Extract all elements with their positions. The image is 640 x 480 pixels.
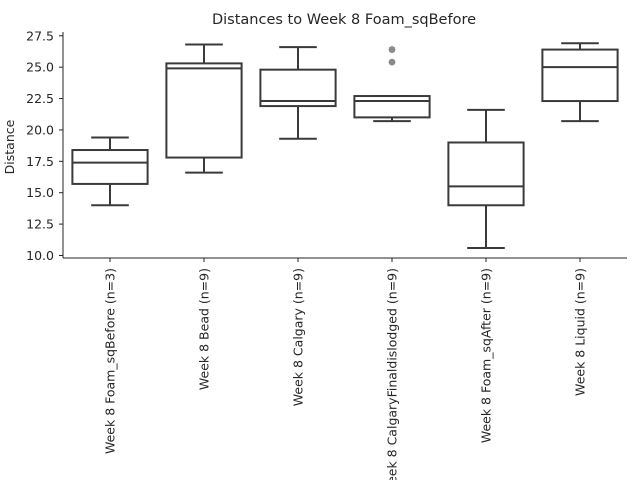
x-tick-label: Week 8 Bead (n=9)	[197, 268, 212, 390]
box-group	[165, 43, 243, 174]
y-axis-label: Distance	[2, 119, 17, 174]
x-tick-label: Week 8 Foam_sqAfter (n=9)	[479, 268, 494, 443]
iqr-box	[259, 68, 337, 108]
y-tick-label: 22.5	[26, 91, 54, 106]
y-tick-label: 15.0	[26, 185, 54, 200]
box-group	[71, 136, 149, 207]
outlier-point	[388, 46, 396, 53]
outlier-point	[388, 58, 396, 66]
box-group	[541, 42, 619, 123]
x-tick-label: Week 8 CalgaryFinaldislodged (n=9)	[385, 268, 400, 480]
boxes-group	[71, 42, 619, 249]
y-tick-label: 20.0	[26, 122, 54, 137]
chart-title: Distances to Week 8 Foam_sqBefore	[212, 12, 476, 28]
y-tick-label: 27.5	[26, 28, 54, 43]
x-tick-label: Week 8 Liquid (n=9)	[573, 268, 588, 396]
y-tick-label: 25.0	[26, 60, 54, 75]
box-group	[447, 108, 525, 249]
iqr-box	[447, 141, 525, 207]
iqr-box	[353, 95, 431, 119]
iqr-box	[71, 149, 149, 185]
box-group	[259, 46, 337, 140]
iqr-box	[541, 48, 619, 103]
y-tick-label: 10.0	[26, 248, 54, 263]
x-tick-label: Week 8 Foam_sqBefore (n=3)	[103, 268, 118, 454]
y-axis: 10.0 12.5 15.0 17.5 20.0 22.5 25.0 27.5	[26, 28, 64, 263]
y-tick-label: 17.5	[26, 154, 54, 169]
x-tick-label: Week 8 Calgary (n=9)	[291, 268, 306, 406]
iqr-box	[165, 62, 243, 159]
box-group	[353, 46, 431, 123]
y-tick-label: 12.5	[26, 217, 54, 232]
x-axis: Week 8 Foam_sqBefore (n=3) Week 8 Bead (n…	[63, 257, 627, 480]
